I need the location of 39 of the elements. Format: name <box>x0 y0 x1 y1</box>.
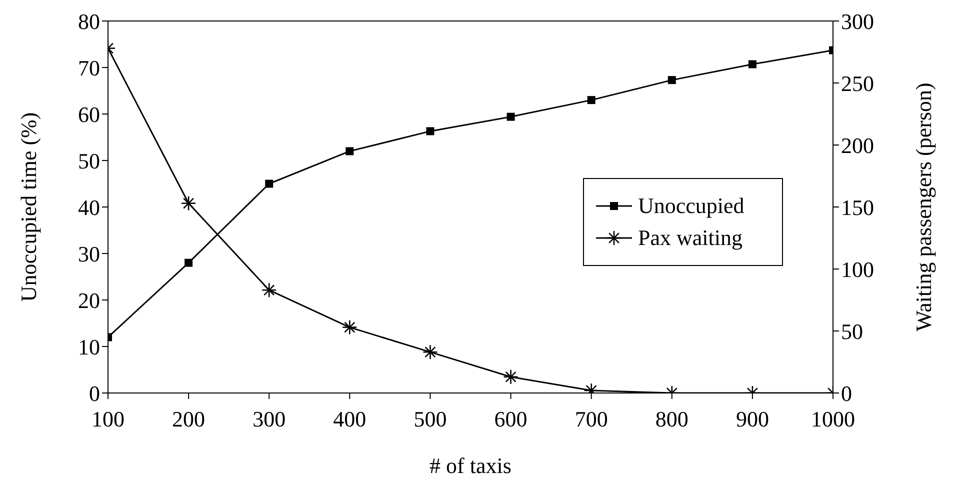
y-tick-label: 60 <box>78 102 100 127</box>
x-axis-title: # of taxis <box>430 453 512 478</box>
point <box>184 258 193 267</box>
legend-label: Pax waiting <box>638 225 742 251</box>
y-tick-label: 10 <box>78 334 100 360</box>
point <box>265 180 274 188</box>
y-tick-label: 50 <box>78 148 100 174</box>
x-tick-label: 1000 <box>811 406 855 432</box>
x-tick-label: 500 <box>414 406 447 432</box>
y-tick-label: 30 <box>78 241 100 266</box>
point <box>668 76 676 84</box>
y2-axis-title: Waiting passengers (person) <box>910 82 936 332</box>
point <box>506 112 515 121</box>
x-tick-label: 900 <box>736 406 769 432</box>
x-tick-label: 700 <box>574 406 608 432</box>
y2-tick-label: 0 <box>841 380 852 406</box>
y-tick-label: 0 <box>89 380 100 406</box>
y2-tick-label: 250 <box>841 70 874 96</box>
y2-tick-label: 300 <box>841 8 874 34</box>
x-tick-label: 300 <box>252 406 286 432</box>
y2-tick-label: 50 <box>841 318 863 344</box>
y-tick-label: 40 <box>78 194 100 220</box>
y-tick-label: 80 <box>78 8 100 34</box>
point <box>587 96 596 104</box>
x-tick-label: 400 <box>333 406 366 432</box>
x-tick-label: 800 <box>655 406 688 432</box>
point <box>748 60 756 68</box>
x-tick-label: 600 <box>494 406 528 432</box>
y-tick-label: 70 <box>78 55 100 80</box>
y2-tick-label: 100 <box>841 256 874 282</box>
y-axis-title: Unoccupied time (%) <box>16 112 41 302</box>
point <box>346 147 354 156</box>
legend-label: Unoccupied <box>638 193 744 219</box>
x-tick-label: 200 <box>172 406 206 432</box>
y-tick-label: 20 <box>78 288 100 313</box>
y2-tick-label: 200 <box>841 132 874 158</box>
point <box>426 127 434 136</box>
x-tick-label: 100 <box>92 406 124 432</box>
y2-tick-label: 150 <box>841 194 874 220</box>
